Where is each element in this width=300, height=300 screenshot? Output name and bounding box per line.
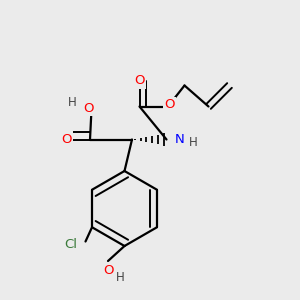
Text: H: H: [68, 95, 76, 109]
Text: N: N: [175, 133, 185, 146]
Text: H: H: [116, 271, 125, 284]
Text: O: O: [164, 98, 175, 112]
Text: O: O: [83, 101, 94, 115]
Text: H: H: [189, 136, 198, 149]
Text: O: O: [103, 263, 113, 277]
Text: O: O: [61, 133, 71, 146]
Text: Cl: Cl: [64, 238, 77, 251]
Text: O: O: [134, 74, 145, 88]
